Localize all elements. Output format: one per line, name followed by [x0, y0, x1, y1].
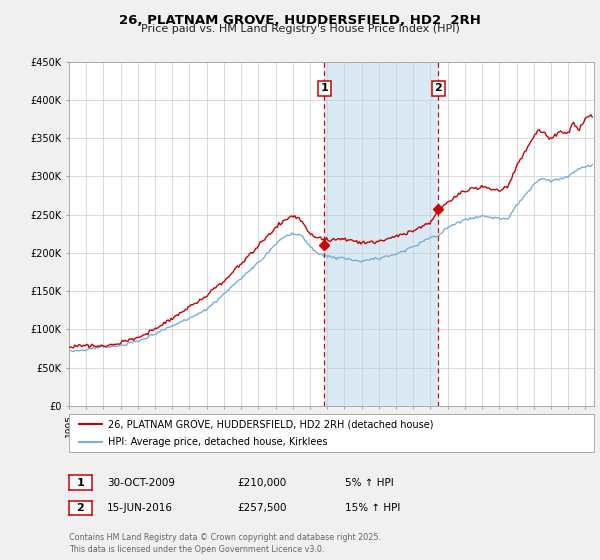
Text: HPI: Average price, detached house, Kirklees: HPI: Average price, detached house, Kirk…: [109, 437, 328, 447]
Text: 1: 1: [320, 83, 328, 94]
Text: 26, PLATNAM GROVE, HUDDERSFIELD, HD2 2RH (detached house): 26, PLATNAM GROVE, HUDDERSFIELD, HD2 2RH…: [109, 419, 434, 429]
Text: 26, PLATNAM GROVE, HUDDERSFIELD, HD2  2RH: 26, PLATNAM GROVE, HUDDERSFIELD, HD2 2RH: [119, 14, 481, 27]
Text: 15% ↑ HPI: 15% ↑ HPI: [345, 503, 400, 513]
Text: 15-JUN-2016: 15-JUN-2016: [107, 503, 173, 513]
Text: 1: 1: [77, 478, 84, 488]
Text: 2: 2: [434, 83, 442, 94]
Bar: [324, 62, 439, 406]
Text: 30-OCT-2009: 30-OCT-2009: [107, 478, 175, 488]
Text: £257,500: £257,500: [237, 503, 287, 513]
Text: £210,000: £210,000: [237, 478, 286, 488]
Text: 2: 2: [77, 503, 84, 513]
Text: 5% ↑ HPI: 5% ↑ HPI: [345, 478, 394, 488]
Text: Contains HM Land Registry data © Crown copyright and database right 2025.
This d: Contains HM Land Registry data © Crown c…: [69, 533, 381, 554]
Text: Price paid vs. HM Land Registry's House Price Index (HPI): Price paid vs. HM Land Registry's House …: [140, 24, 460, 34]
